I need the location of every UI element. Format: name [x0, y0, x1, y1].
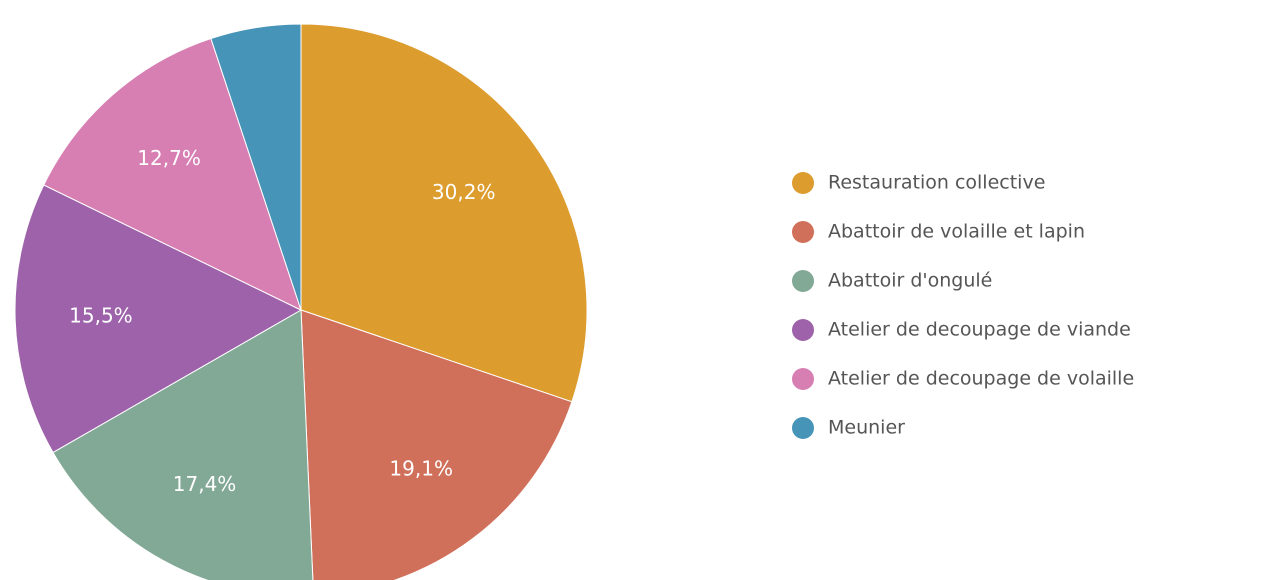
- slice-label: 17,4%: [173, 472, 237, 496]
- legend-marker: [792, 172, 814, 194]
- legend-marker: [792, 417, 814, 439]
- legend-label: Meunier: [828, 417, 905, 439]
- slice-label: 30,2%: [432, 180, 496, 204]
- legend-marker: [792, 270, 814, 292]
- pie-slice: [52, 309, 314, 580]
- legend-label: Atelier de decoupage de volaille: [828, 368, 1134, 390]
- slice-label: 12,7%: [137, 146, 201, 170]
- legend-label: Abattoir d'ongulé: [828, 270, 992, 292]
- legend-marker: [792, 368, 814, 390]
- pie-slice: [14, 184, 303, 454]
- legend-marker: [792, 319, 814, 341]
- slice-label: 19,1%: [389, 457, 453, 481]
- pie-slice: [300, 309, 573, 580]
- pie-slice: [300, 23, 588, 403]
- legend-label: Atelier de decoupage de viande: [828, 319, 1131, 341]
- slice-label: 15,5%: [69, 303, 133, 327]
- pie-slice: [43, 37, 302, 311]
- legend-label: Abattoir de volaille et lapin: [828, 221, 1085, 243]
- legend-marker: [792, 221, 814, 243]
- pie-slice: [210, 23, 302, 311]
- legend-label: Restauration collective: [828, 172, 1045, 194]
